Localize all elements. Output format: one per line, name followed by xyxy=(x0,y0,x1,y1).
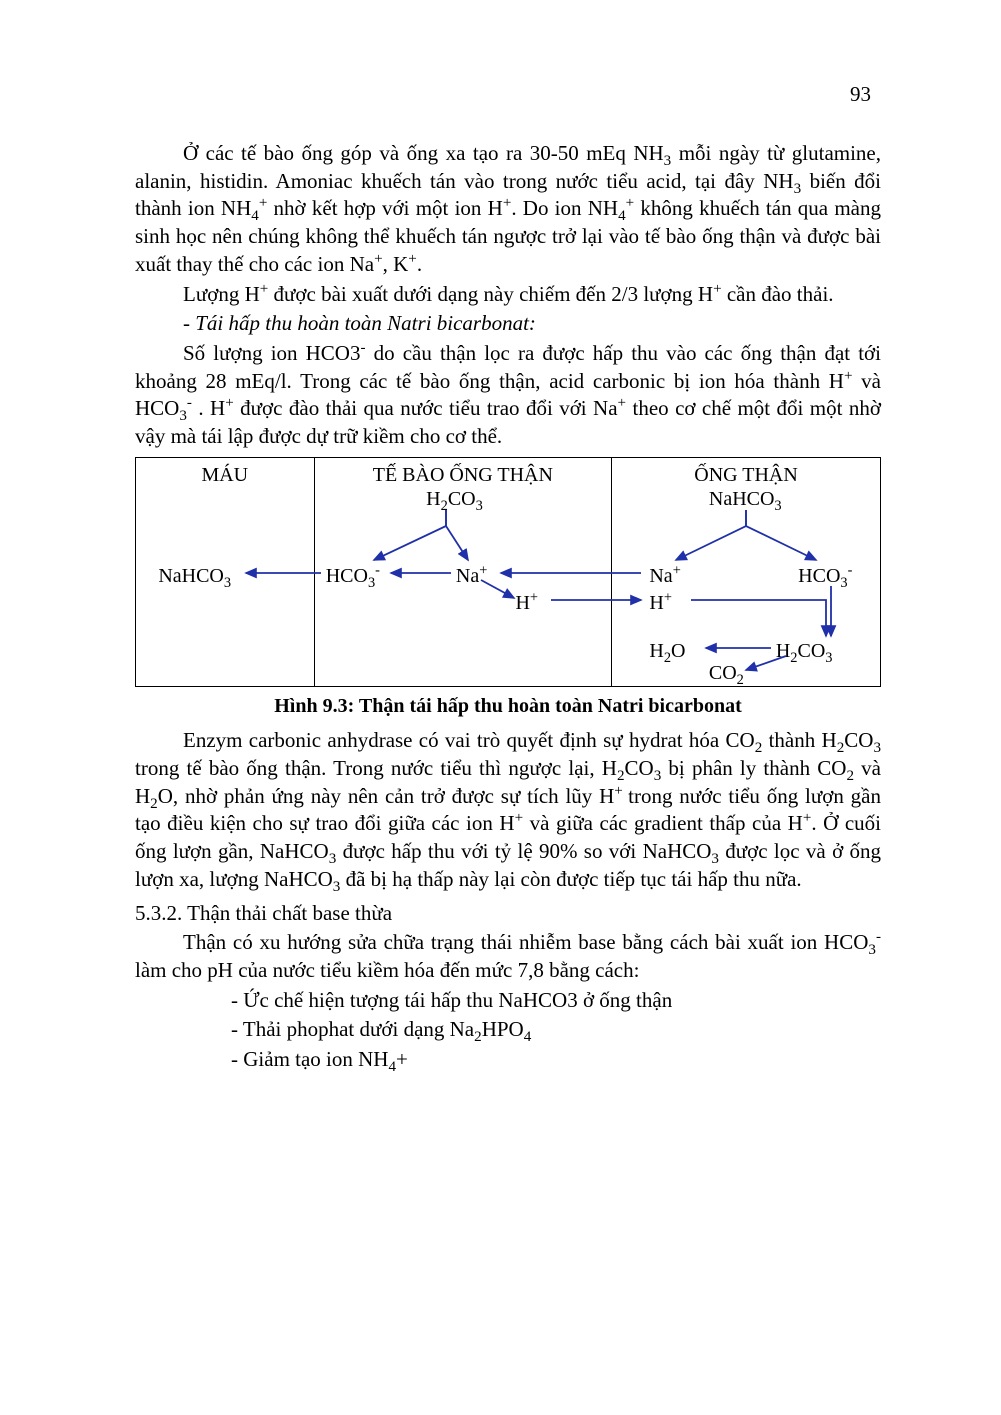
page-number: 93 xyxy=(850,82,871,107)
page: 93 Ở các tế bào ống góp và ống xa tạo ra… xyxy=(0,0,1001,1415)
bullet-item: - Giảm tạo ion NH4+ xyxy=(135,1046,881,1074)
paragraph: Lượng H+ được bài xuất dưới dạng này chi… xyxy=(135,281,881,309)
page-body: Ở các tế bào ống góp và ống xa tạo ra 30… xyxy=(135,140,881,1074)
diagram-node: H+ xyxy=(515,590,538,616)
diagram-node: H2O xyxy=(649,638,685,664)
figure-caption: Hình 9.3: Thận tái hấp thu hoàn toàn Nat… xyxy=(135,693,881,719)
diagram-node: Na+ xyxy=(456,563,487,589)
diagram-node: H+ xyxy=(649,590,672,616)
diagram-node: H2CO3 xyxy=(426,486,483,512)
diagram-node: H2CO3 xyxy=(776,638,833,664)
diagram-node: HCO3- xyxy=(326,563,380,589)
diagram-node: CO2 xyxy=(709,660,744,686)
diagram-node: Na+ xyxy=(649,563,680,589)
paragraph-italic: - Tái hấp thu hoàn toàn Natri bicarbonat… xyxy=(135,310,881,338)
bullet-item: - Thải phophat dưới dạng Na2HPO4 xyxy=(135,1016,881,1044)
diagram-node: NaHCO3 xyxy=(158,563,231,589)
section-heading: 5.3.2. Thận thải chất base thừa xyxy=(135,900,881,928)
diagram-node: HCO3- xyxy=(798,563,852,589)
diagram-node: NaHCO3 xyxy=(709,486,782,512)
diagram-bicarbonate: MÁU TẾ BÀO ỐNG THẬN ỐNG THẬN H2CO3 NaHCO… xyxy=(135,457,881,687)
paragraph: Thận có xu hướng sửa chữa trạng thái nhi… xyxy=(135,929,881,984)
paragraph: Enzym carbonic anhydrase có vai trò quyế… xyxy=(135,727,881,893)
paragraph: Ở các tế bào ống góp và ống xa tạo ra 30… xyxy=(135,140,881,279)
diagram-header-blood: MÁU xyxy=(136,458,314,490)
bullet-item: - Ức chế hiện tượng tái hấp thu NaHCO3 ở… xyxy=(135,987,881,1015)
paragraph: Số lượng ion HCO3- do cầu thận lọc ra đư… xyxy=(135,340,881,451)
